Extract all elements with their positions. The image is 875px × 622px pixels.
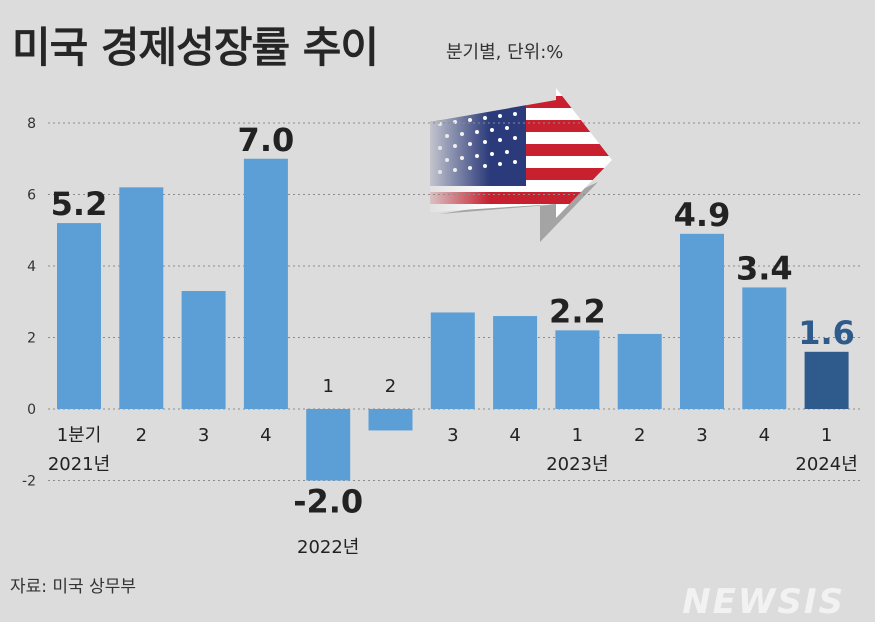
year-label: 2021년 (48, 454, 110, 475)
bar (119, 187, 164, 409)
bar (57, 223, 101, 409)
x-tick-label: 4 (260, 425, 271, 446)
x-tick-label: 3 (696, 425, 707, 446)
x-tick-label: 1 (322, 376, 333, 397)
data-label: 1.6 (798, 314, 855, 352)
unit-label: 분기별, 단위:% (446, 42, 564, 63)
bar (742, 287, 787, 409)
x-tick-label: 4 (509, 425, 520, 446)
bar (368, 409, 413, 431)
x-tick-label: 2 (634, 425, 645, 446)
y-tick-label: -2 (22, 474, 36, 490)
bars (57, 158, 849, 481)
bar (555, 330, 600, 409)
watermark-logo: NEWSIS (682, 582, 845, 622)
data-label: 4.9 (674, 196, 731, 234)
bar (181, 291, 226, 409)
year-label: 2024년 (795, 454, 857, 475)
x-tick-label: 1 (572, 425, 583, 446)
data-label: 3.4 (736, 249, 793, 287)
bar (430, 312, 475, 409)
y-tick-label: 4 (27, 259, 36, 275)
y-axis: 8 6 4 2 0 -2 (22, 116, 36, 490)
x-tick-label: 2 (385, 376, 396, 397)
bar (306, 409, 351, 481)
data-label: 5.2 (51, 185, 108, 223)
source-note: 자료: 미국 상무부 (10, 577, 137, 597)
year-label: 2023년 (546, 454, 608, 475)
y-tick-label: 0 (27, 402, 36, 418)
bar (617, 333, 662, 409)
x-tick-label: 1 (821, 425, 832, 446)
data-labels: 5.2 7.0 -2.0 2.2 4.93.41.6 (51, 121, 855, 521)
bar (243, 158, 288, 409)
x-tick-label: 2 (136, 425, 147, 446)
y-tick-label: 2 (27, 331, 36, 347)
bar (493, 316, 538, 409)
x-tick-label: 3 (198, 425, 209, 446)
year-label: 2022년 (297, 537, 359, 558)
year-labels: 2021년 2022년 2023년 2024년 (48, 454, 858, 558)
x-tick-label: 4 (759, 425, 770, 446)
x-tick-label: 1분기 (57, 425, 102, 446)
us-flag-arrow-icon (430, 88, 612, 242)
bar (804, 351, 849, 409)
y-tick-label: 8 (27, 116, 36, 132)
chart-title: 미국 경제성장률 추이 (12, 23, 379, 72)
data-label: 2.2 (549, 292, 606, 330)
y-tick-label: 6 (27, 188, 36, 204)
bar (680, 233, 724, 409)
data-label: 7.0 (238, 121, 295, 159)
x-tick-label: 3 (447, 425, 458, 446)
data-label: -2.0 (293, 483, 363, 521)
x-axis: 1분기 2 3 4 1 2 3 4 1 2 3 4 1 (57, 376, 833, 446)
